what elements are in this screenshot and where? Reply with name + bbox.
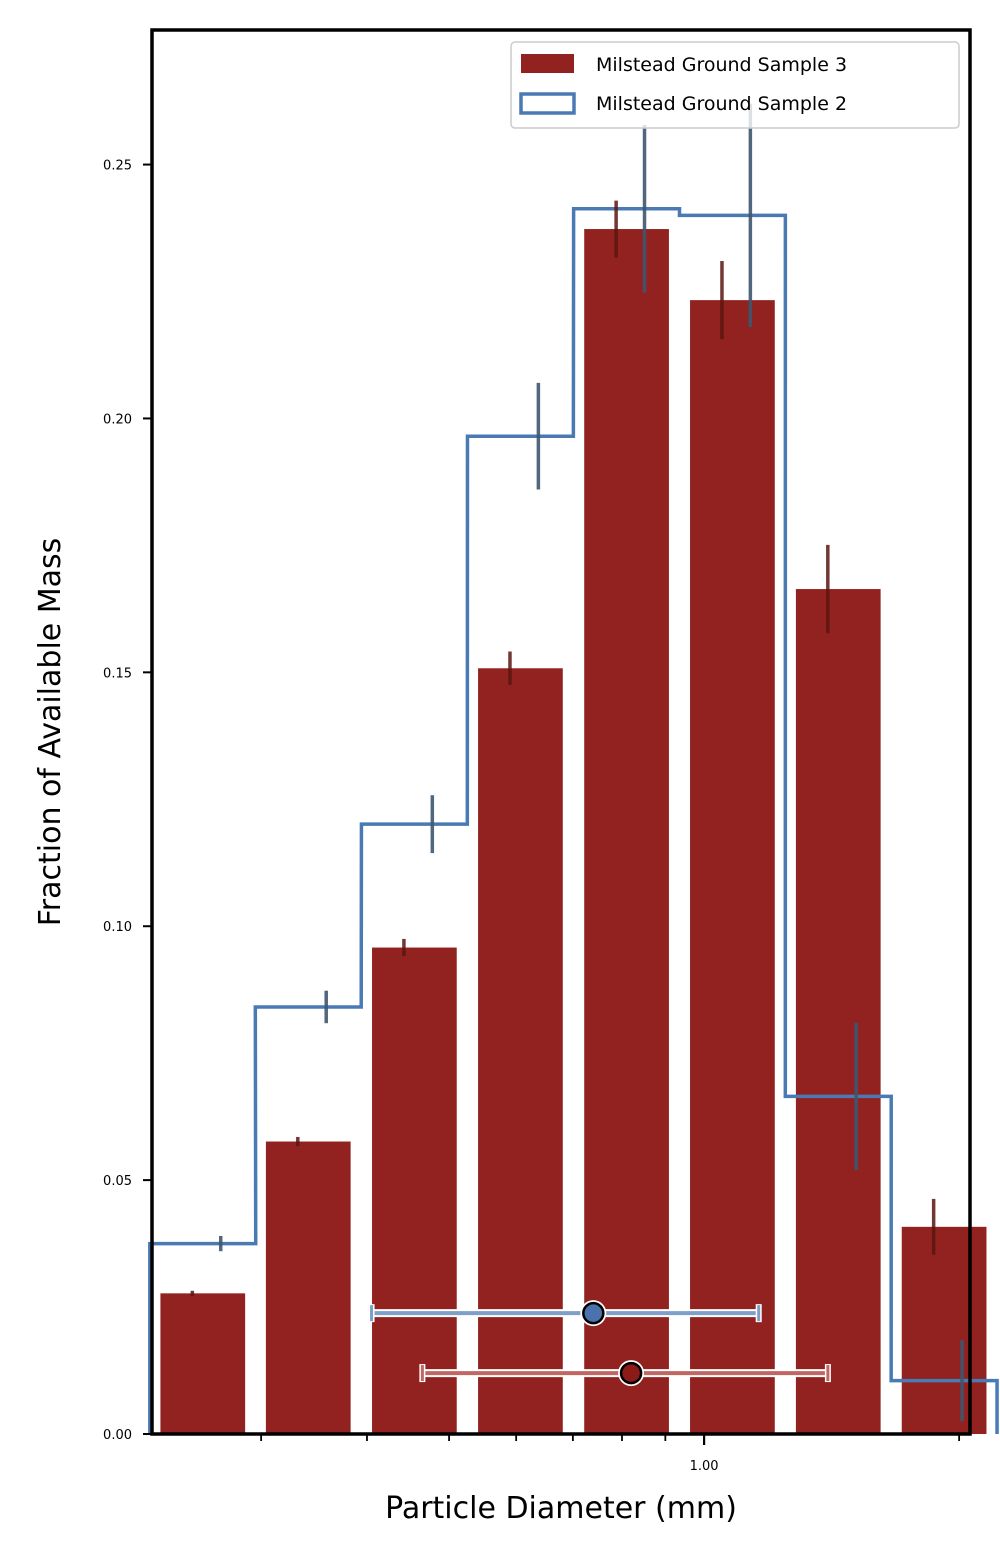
y-axis: 0.00 0.05 0.10 0.15 0.20 0.25	[103, 159, 152, 1443]
errorbars-layer	[190, 103, 964, 1422]
legend: Milstead Ground Sample 3 Milstead Ground…	[510, 41, 960, 129]
x-axis: 1.00	[260, 1434, 961, 1474]
legend-label-sample-3: Milstead Ground Sample 3	[596, 54, 847, 76]
mean-sample-2-point	[582, 1301, 605, 1325]
x-axis-title: Particle Diameter (mm)	[385, 1491, 737, 1526]
y-tick-label: 0.00	[103, 1428, 132, 1443]
bar-sample-3	[265, 1141, 351, 1434]
y-tick-label: 0.15	[103, 666, 132, 681]
bar-sample-3	[372, 947, 457, 1434]
y-axis-title: Fraction of Available Mass	[33, 538, 68, 927]
x-tick-label: 1.00	[690, 1459, 719, 1474]
y-tick-label: 0.10	[103, 920, 132, 935]
bar-sample-3	[478, 668, 563, 1434]
bar-sample-3	[901, 1226, 987, 1434]
mean-sample-3-point	[619, 1361, 643, 1385]
legend-swatch-sample-2	[519, 92, 576, 115]
bar-sample-3	[690, 300, 775, 1434]
legend-box	[510, 41, 960, 129]
y-tick-label: 0.05	[103, 1174, 132, 1189]
bar-sample-3	[160, 1293, 246, 1434]
mean-markers-layer	[368, 1300, 831, 1387]
y-tick-label: 0.25	[103, 159, 132, 174]
bar-sample-3	[795, 589, 881, 1434]
plot-frame	[150, 28, 972, 1436]
legend-label-sample-2: Milstead Ground Sample 2	[596, 93, 847, 115]
step-line-sample-2	[148, 206, 999, 1434]
step-layer	[148, 206, 999, 1434]
legend-swatch-sample-3	[521, 54, 574, 73]
y-tick-label: 0.20	[103, 412, 132, 427]
bar-sample-3	[584, 229, 669, 1434]
bars-layer	[160, 229, 987, 1434]
